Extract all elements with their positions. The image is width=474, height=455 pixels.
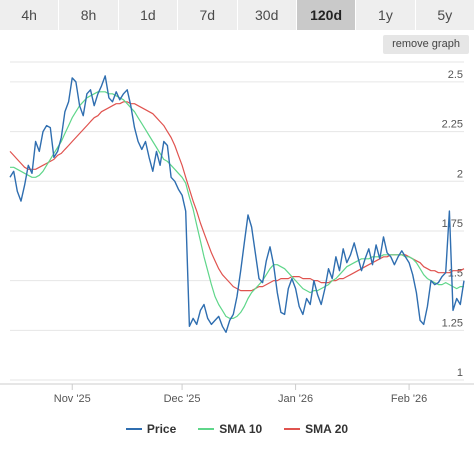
chart-series (9, 75, 465, 333)
legend-item-sma-20[interactable]: SMA 20 (284, 422, 348, 436)
tab-4h[interactable]: 4h (0, 0, 60, 30)
remove-graph-button[interactable]: remove graph (383, 35, 469, 54)
y-tick-label: 1 (457, 367, 463, 379)
legend-item-price[interactable]: Price (125, 422, 177, 436)
series-line-sma-20 (9, 101, 465, 292)
tab-1d[interactable]: 1d (118, 0, 179, 30)
y-axis-ticks: 1 1.25 1.5 1.75 2 2.25 2.5 (442, 69, 463, 379)
y-tick-label: 1.75 (442, 218, 463, 230)
y-tick-label: 1.5 (448, 268, 463, 280)
tab-7d[interactable]: 7d (178, 0, 238, 30)
timeframe-tabs: 4h 8h 1d 7d 30d 120d 1y 5y (0, 0, 474, 30)
legend-label: SMA 20 (305, 422, 349, 436)
x-tick-label: Jan '26 (278, 393, 313, 405)
legend-item-sma-10[interactable]: SMA 10 (198, 422, 262, 436)
tab-30d[interactable]: 30d (237, 0, 297, 30)
y-tick-label: 2.5 (448, 69, 463, 81)
x-tick-label: Nov '25 (54, 393, 91, 405)
y-tick-label: 2 (457, 168, 463, 180)
legend-swatch (198, 428, 215, 430)
y-tick-label: 1.25 (442, 317, 463, 329)
tab-1y[interactable]: 1y (356, 0, 416, 30)
legend-label: SMA 10 (219, 422, 263, 436)
legend-swatch (125, 428, 142, 430)
chart-legend: Price SMA 10 SMA 20 (0, 418, 474, 440)
legend-label: Price (146, 422, 177, 436)
series-line-price (9, 75, 465, 333)
series-line-sma-10 (10, 91, 464, 319)
x-tick-label: Feb '26 (391, 393, 427, 405)
tab-120d[interactable]: 120d (296, 0, 357, 30)
x-tick-label: Dec '25 (164, 393, 201, 405)
chart-grid (0, 61, 474, 385)
y-tick-label: 2.25 (442, 119, 463, 131)
x-axis-ticks: Nov '25 Dec '25 Jan '26 Feb '26 (54, 384, 427, 405)
legend-swatch (284, 428, 301, 430)
tab-8h[interactable]: 8h (59, 0, 119, 30)
tab-5y[interactable]: 5y (415, 0, 474, 30)
